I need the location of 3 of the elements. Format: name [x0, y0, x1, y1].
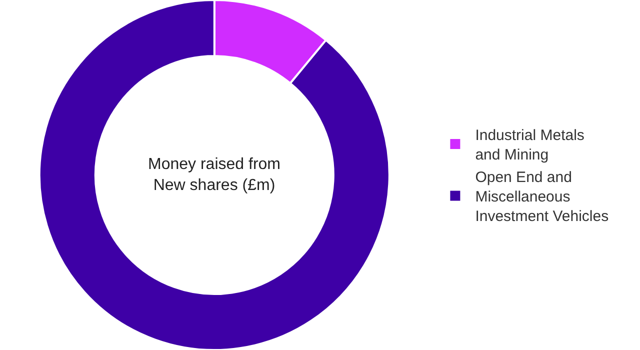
text: Money raised from New shares (£m) [148, 156, 280, 194]
legend-label: Open End and Miscellaneous Investment Vehicles [475, 169, 609, 226]
legend-label: Industrial Metals and Mining [475, 127, 584, 164]
